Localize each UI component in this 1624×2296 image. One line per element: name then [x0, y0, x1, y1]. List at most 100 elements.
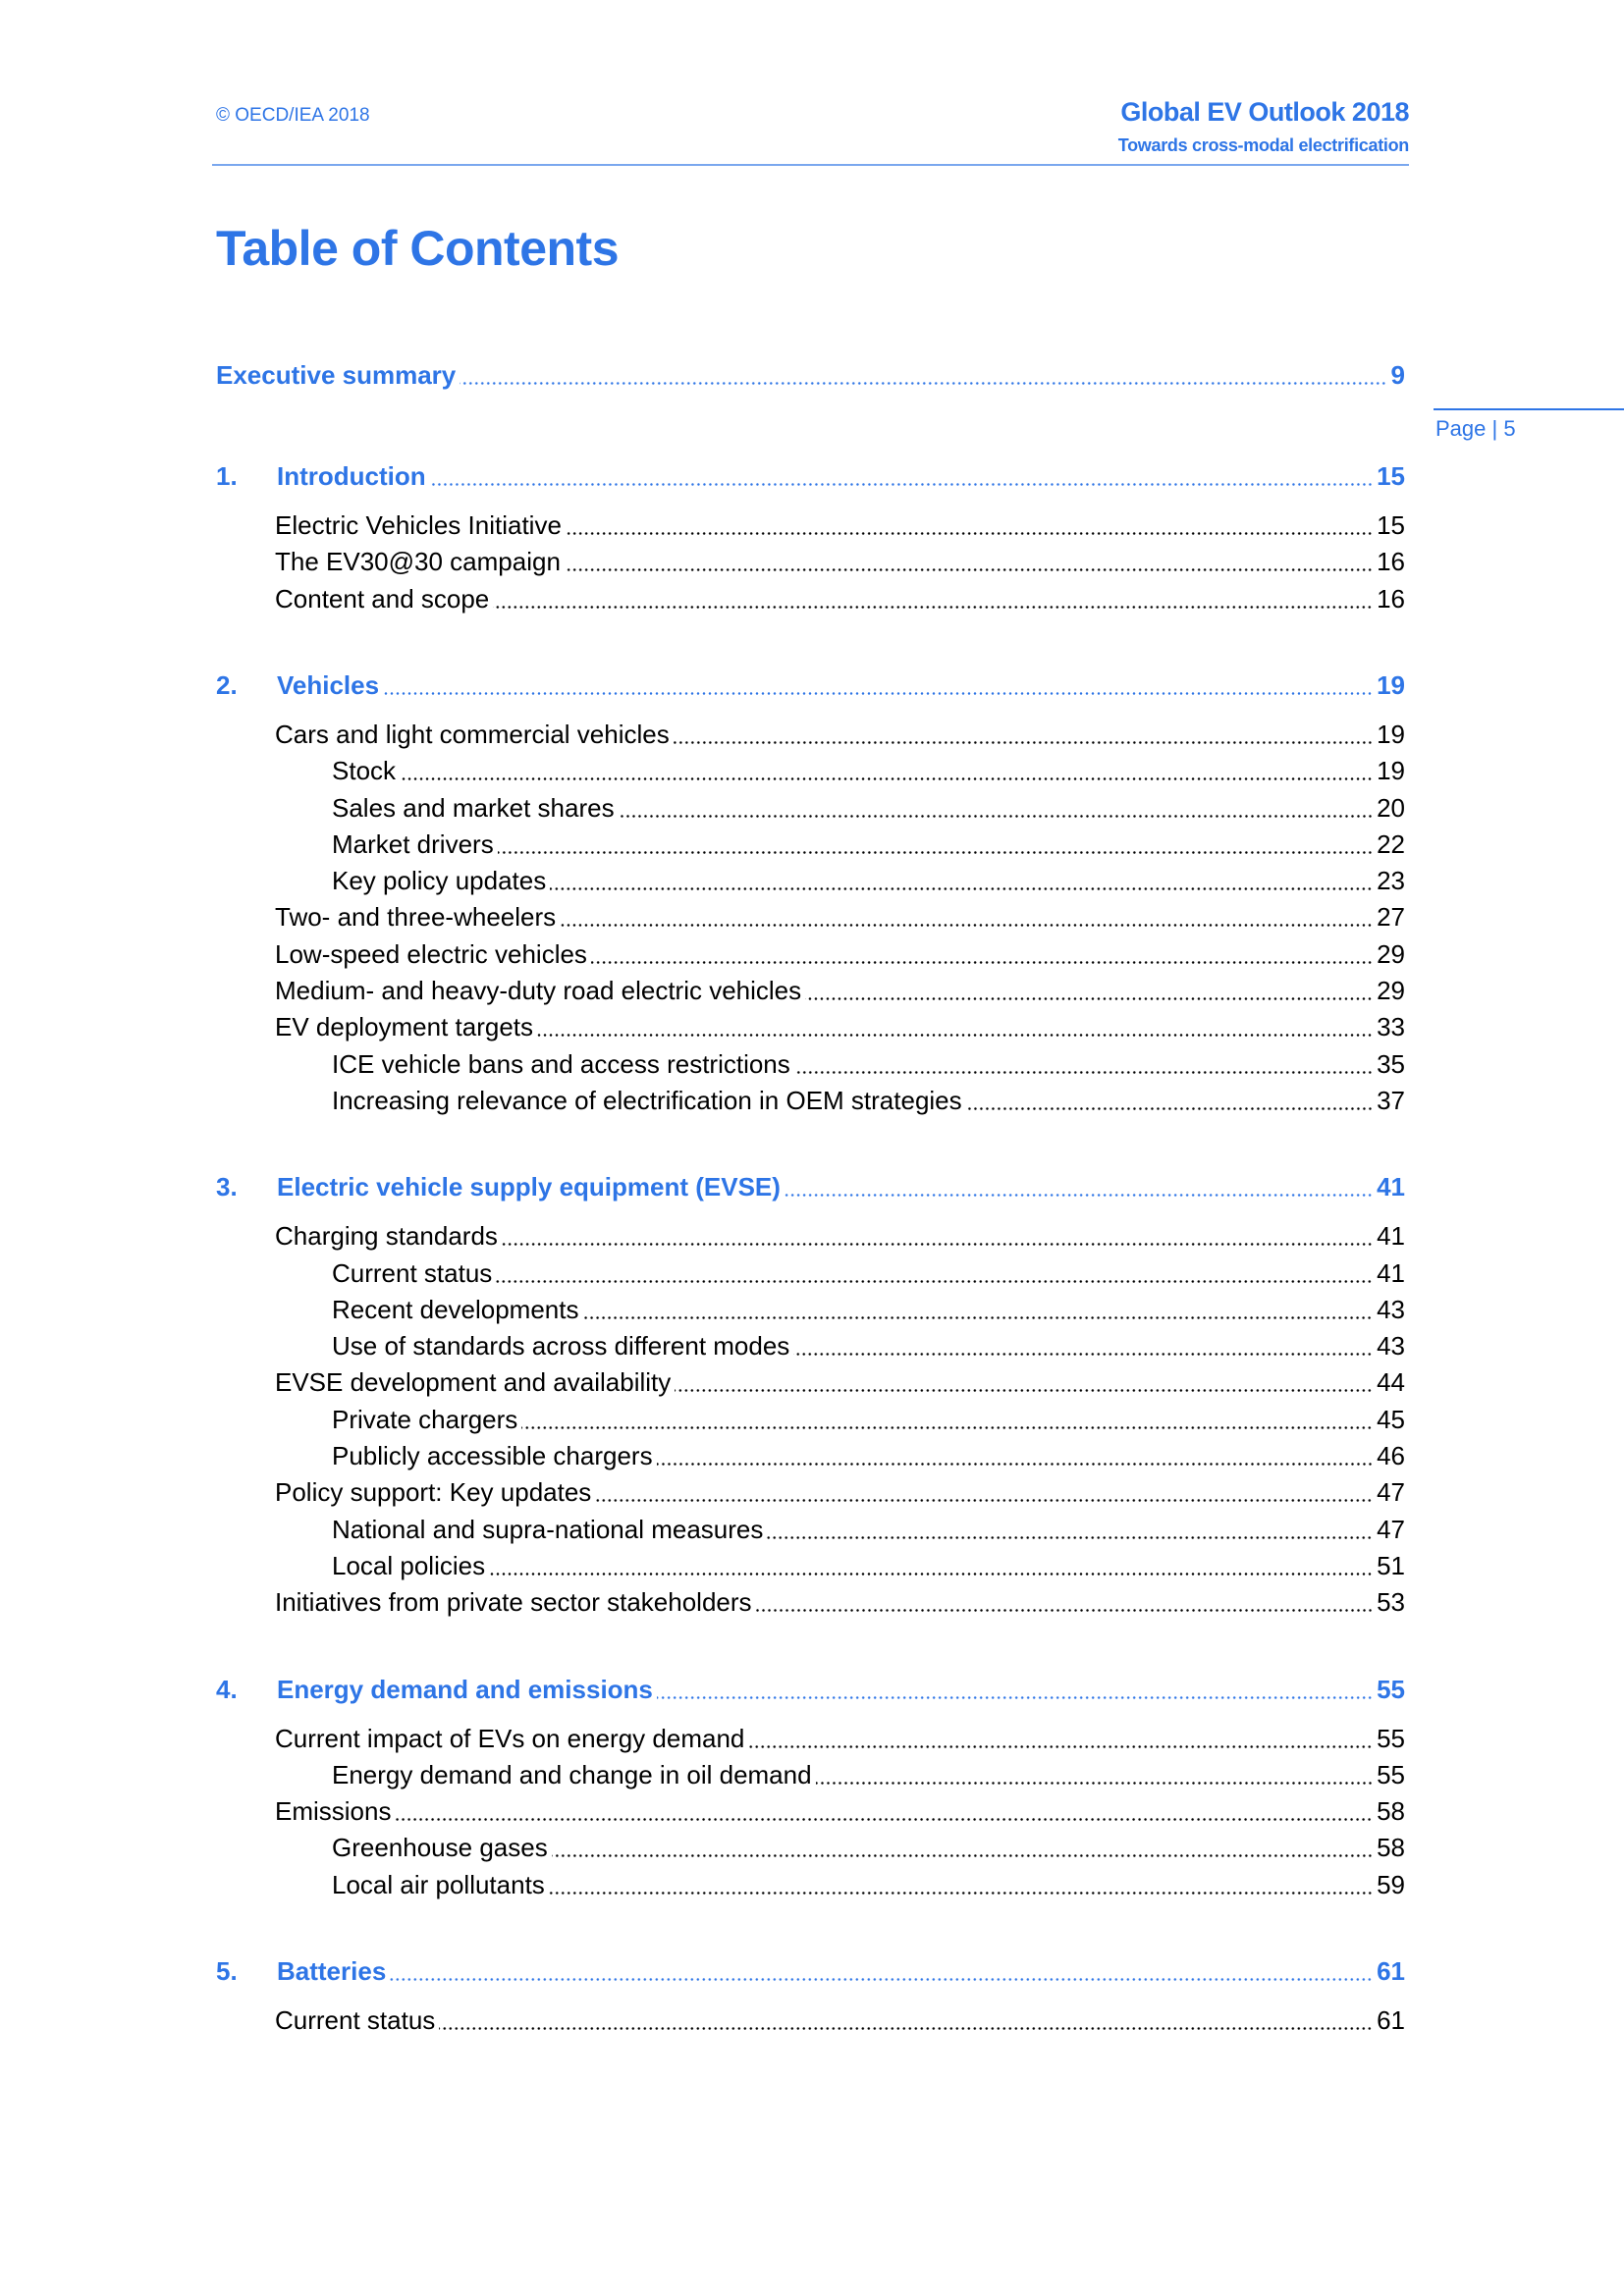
- entry-page-number: 33: [1377, 1012, 1405, 1042]
- report-subtitle: Towards cross-modal electrification: [1117, 135, 1410, 155]
- toc-entry[interactable]: EVSE development and availability 44: [216, 1364, 1405, 1401]
- dot-leader: [493, 605, 1374, 609]
- toc-entry[interactable]: Low-speed electric vehicles 29: [216, 936, 1405, 973]
- toc-entry[interactable]: Key policy updates 23: [216, 863, 1405, 899]
- toc-chapter-heading[interactable]: 3. Electric vehicle supply equipment (EVS…: [216, 1169, 1405, 1205]
- toc-entry[interactable]: Current status 61: [216, 2002, 1405, 2039]
- dot-leader: [383, 691, 1374, 695]
- chapter-number: 4.: [216, 1674, 238, 1704]
- entry-page-number: 23: [1377, 866, 1405, 896]
- entry-page-number: 43: [1377, 1331, 1405, 1362]
- toc-entry[interactable]: Two- and three-wheelers 27: [216, 899, 1405, 935]
- entry-title: Current status: [275, 2005, 436, 2035]
- toc-chapter-heading[interactable]: 1. Introduction 15: [216, 458, 1405, 495]
- toc-entry[interactable]: Energy demand and change in oil demand 55: [216, 1757, 1405, 1793]
- dot-leader: [748, 1744, 1374, 1748]
- dot-leader: [618, 814, 1374, 818]
- entry-page-number: 19: [1377, 719, 1405, 749]
- entry-title: Market drivers: [332, 828, 494, 859]
- toc-entry[interactable]: Local air pollutants 59: [216, 1867, 1405, 1903]
- dot-leader: [560, 924, 1374, 928]
- dot-leader: [656, 1463, 1374, 1466]
- entry-page-number: 51: [1377, 1550, 1405, 1580]
- entry-page-number: 16: [1377, 547, 1405, 577]
- page-number: Page | 5: [1435, 416, 1516, 441]
- entry-page-number: 29: [1377, 938, 1405, 969]
- entry-title: Electric Vehicles Initiative: [275, 510, 562, 540]
- entry-page-number: 22: [1377, 828, 1405, 859]
- toc-entry[interactable]: Electric Vehicles Initiative 15: [216, 507, 1405, 544]
- dot-leader: [595, 1499, 1374, 1503]
- toc-entry[interactable]: Market drivers 22: [216, 827, 1405, 863]
- dot-leader: [675, 1389, 1374, 1393]
- dot-leader: [501, 1243, 1374, 1247]
- dot-leader: [460, 382, 1387, 385]
- entry-title: Greenhouse gases: [332, 1833, 548, 1863]
- dot-leader: [767, 1535, 1374, 1539]
- entry-title: Executive summary: [216, 360, 457, 390]
- toc-entry[interactable]: Sales and market shares 20: [216, 790, 1405, 827]
- toc-entry[interactable]: Current status 41: [216, 1255, 1405, 1292]
- dot-leader: [590, 960, 1374, 964]
- toc-entry[interactable]: Content and scope 16: [216, 581, 1405, 617]
- toc-chapter-heading[interactable]: 2. Vehicles 19: [216, 667, 1405, 704]
- dot-leader: [395, 1818, 1374, 1822]
- toc-chapter-heading[interactable]: 5. Batteries 61: [216, 1953, 1405, 1990]
- entry-title: Current impact of EVs on energy demand: [275, 1723, 745, 1753]
- dot-leader: [390, 1978, 1374, 1981]
- entry-title: Initiatives from private sector stakehol…: [275, 1587, 752, 1618]
- entry-title: Use of standards across different modes: [332, 1331, 790, 1362]
- entry-page-number: 55: [1377, 1759, 1405, 1789]
- toc-entry[interactable]: Publicly accessible chargers 46: [216, 1438, 1405, 1474]
- toc-chapter-heading[interactable]: 4. Energy demand and emissions 55: [216, 1672, 1405, 1708]
- toc-entry[interactable]: Current impact of EVs on energy demand 55: [216, 1721, 1405, 1757]
- page-marker-divider: [1434, 408, 1624, 410]
- toc-entry[interactable]: Local policies 51: [216, 1548, 1405, 1584]
- dot-leader: [429, 483, 1374, 486]
- dot-leader: [755, 1609, 1374, 1613]
- entry-title: Cars and light commercial vehicles: [275, 719, 670, 749]
- entry-page-number: 37: [1377, 1085, 1405, 1115]
- entry-title: Sales and market shares: [332, 792, 615, 823]
- entry-page-number: 19: [1377, 756, 1405, 786]
- dot-leader: [550, 887, 1374, 891]
- entry-title: Content and scope: [275, 583, 490, 614]
- dot-leader: [551, 1854, 1374, 1858]
- toc-entry[interactable]: ICE vehicle bans and access restrictions…: [216, 1046, 1405, 1083]
- dot-leader: [793, 1070, 1374, 1074]
- toc-entry[interactable]: Cars and light commercial vehicles 19: [216, 717, 1405, 753]
- toc-entry[interactable]: Private chargers 45: [216, 1402, 1405, 1438]
- dot-leader: [521, 1425, 1374, 1429]
- entry-page-number: 61: [1377, 1956, 1405, 1986]
- toc-entry[interactable]: Use of standards across different modes 4…: [216, 1328, 1405, 1364]
- entry-title: Two- and three-wheelers: [275, 902, 557, 933]
- toc-entry[interactable]: Recent developments 43: [216, 1292, 1405, 1328]
- entry-page-number: 16: [1377, 583, 1405, 614]
- toc-entry[interactable]: EV deployment targets 33: [216, 1009, 1405, 1045]
- dot-leader: [784, 1194, 1374, 1198]
- entry-page-number: 47: [1377, 1477, 1405, 1508]
- toc-entry[interactable]: Greenhouse gases 58: [216, 1830, 1405, 1866]
- toc-entry[interactable]: Initiatives from private sector stakehol…: [216, 1584, 1405, 1621]
- toc-entry[interactable]: Policy support: Key updates 47: [216, 1474, 1405, 1511]
- toc-entry[interactable]: Charging standards 41: [216, 1218, 1405, 1255]
- toc-entry[interactable]: Emissions 58: [216, 1793, 1405, 1830]
- entry-page-number: 46: [1377, 1441, 1405, 1470]
- dot-leader: [439, 2027, 1374, 2030]
- copyright: © OECD/IEA 2018: [216, 105, 370, 126]
- entry-title: Current status: [332, 1257, 493, 1288]
- entry-title: Introduction: [277, 461, 426, 491]
- toc-entry[interactable]: Increasing relevance of electrification …: [216, 1083, 1405, 1119]
- toc-entry-executive-summary[interactable]: Executive summary 9: [216, 357, 1405, 394]
- entry-page-number: 35: [1377, 1048, 1405, 1079]
- toc-entry[interactable]: Stock 19: [216, 753, 1405, 789]
- entry-title: Policy support: Key updates: [275, 1477, 592, 1508]
- entry-title: Energy demand and change in oil demand: [332, 1759, 812, 1789]
- toc-entry[interactable]: National and supra-national measures 47: [216, 1512, 1405, 1548]
- dot-leader: [489, 1572, 1374, 1575]
- dot-leader: [815, 1781, 1374, 1785]
- chapter-number: 5.: [216, 1956, 238, 1986]
- entry-title: Recent developments: [332, 1294, 579, 1324]
- toc-entry[interactable]: Medium- and heavy-duty road electric veh…: [216, 973, 1405, 1009]
- toc-entry[interactable]: The EV30@30 campaign 16: [216, 544, 1405, 580]
